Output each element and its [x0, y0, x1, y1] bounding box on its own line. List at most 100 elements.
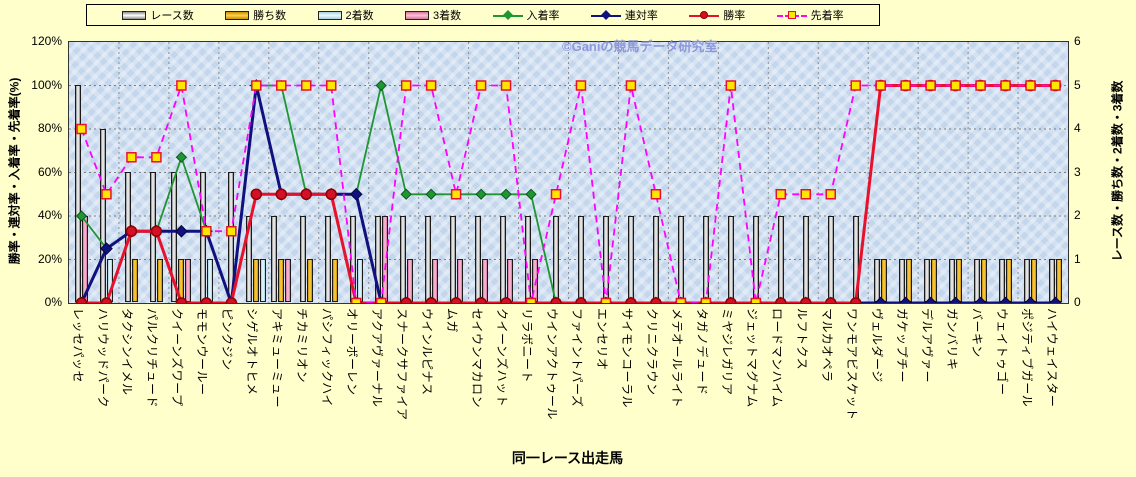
diamond-marker	[500, 188, 512, 200]
x-label-34: デルアヴァー	[919, 308, 934, 384]
x-label-29: ルフトクス	[794, 308, 809, 371]
x-label-23: クリニクラウン	[644, 308, 659, 396]
x-label-38: ポジティブガール	[1019, 308, 1034, 408]
x-label-22: サイモンコーラル	[619, 308, 634, 409]
x-label-21: エンセリオ	[595, 308, 609, 371]
square-marker	[900, 80, 911, 91]
circle-marker	[725, 297, 737, 303]
square-marker	[975, 80, 986, 91]
circle-marker	[800, 297, 812, 303]
circle-marker	[225, 297, 238, 303]
x-label-31: ワンモアビスケット	[844, 308, 859, 421]
diamond-marker	[425, 188, 437, 200]
circle-marker	[450, 297, 462, 303]
square-marker	[1050, 80, 1061, 91]
x-label-24: メテオールライト	[669, 308, 684, 409]
square-marker	[325, 80, 337, 91]
x-label-11: オリーボーレン	[345, 308, 360, 396]
right-tick-4: 4	[1074, 121, 1081, 135]
circle-marker	[575, 297, 587, 303]
square-marker	[1025, 80, 1036, 91]
x-label-17: クイーンズハット	[495, 308, 510, 408]
bar-white-cat9	[299, 216, 306, 302]
circle-marker	[550, 297, 562, 303]
left-tick-0%: 0%	[44, 295, 62, 309]
square-marker	[750, 297, 762, 303]
diamond-marker	[400, 188, 412, 200]
bar-white-cat7	[246, 216, 253, 302]
diamond-marker	[949, 296, 962, 303]
line-series-3	[80, 84, 1056, 303]
square-marker	[700, 297, 712, 303]
diamond-marker	[999, 296, 1012, 303]
square-marker	[850, 80, 861, 91]
square-marker	[600, 297, 612, 303]
legend-item-0: レース数	[122, 7, 194, 23]
right-tick-0: 0	[1074, 295, 1081, 309]
bar-gold-cat7	[253, 259, 260, 302]
x-label-30: マルカオペラ	[819, 308, 834, 383]
left-tick-20%: 20%	[37, 251, 62, 266]
circle-marker	[625, 297, 637, 303]
legend-label: 勝ち数	[253, 10, 287, 22]
navy-diamond-line-icon	[590, 10, 621, 21]
bar-gold-cat9	[306, 259, 313, 302]
x-label-6: ピンクジン	[220, 308, 235, 371]
diamond-marker	[75, 210, 88, 222]
square-marker	[475, 80, 487, 91]
legend-item-1: 勝ち数	[225, 7, 286, 23]
diamond-marker	[1024, 296, 1037, 303]
x-label-1: ハリウッドパーク	[95, 308, 110, 409]
bar-white-cat8	[271, 216, 278, 302]
line-series-2	[81, 84, 1056, 303]
x-label-4: クイーンズワープ	[170, 308, 185, 407]
circle-marker	[75, 297, 88, 303]
legend-item-4: 入着率	[492, 7, 560, 23]
x-label-14: ウインルピナス	[420, 308, 435, 396]
bar-white-cat10	[324, 216, 331, 302]
line-series-0	[80, 84, 1056, 303]
x-label-35: ガンバリキ	[944, 308, 959, 371]
diamond-marker	[874, 296, 888, 303]
diamond-marker	[349, 187, 363, 201]
x-label-7: シゲルオトヒメ	[245, 308, 260, 396]
legend-swatch-gold-bar	[225, 10, 250, 20]
left-tick-100%: 100%	[31, 77, 62, 92]
left-tick-60%: 60%	[37, 164, 62, 179]
circle-marker	[775, 297, 787, 303]
circle-marker	[824, 297, 837, 303]
x-label-2: タクシンイメル	[120, 308, 135, 396]
x-label-27: ジェットマグナム	[744, 308, 759, 408]
bar-pink-cat8	[285, 259, 292, 302]
x-label-5: モモンウールー	[195, 308, 210, 396]
legend-label: 先着率	[810, 10, 844, 22]
legend-item-7: 先着率	[776, 7, 844, 23]
right-axis-title: レース数・勝ち数・2着数・3着数	[1110, 80, 1125, 262]
x-label-28: ロードマンハイム	[769, 308, 784, 408]
plot-area	[68, 41, 1069, 304]
square-marker	[1000, 80, 1011, 91]
x-label-25: タガノデュード	[694, 308, 709, 396]
square-marker	[76, 123, 87, 135]
legend-item-3: 3着数	[405, 7, 461, 23]
circle-marker	[200, 297, 213, 303]
circle-marker	[650, 297, 662, 303]
square-marker	[925, 80, 936, 91]
circle-marker	[425, 297, 437, 303]
x-label-9: チカミリオン	[295, 308, 310, 384]
legend-swatch-pink-bar	[405, 10, 430, 20]
x-label-10: パシフィックハイ	[320, 308, 335, 407]
square-marker	[525, 297, 537, 303]
square-marker	[375, 297, 387, 303]
diamond-marker	[100, 242, 113, 255]
x-label-32: ヴェルダージ	[869, 308, 884, 383]
left-tick-80%: 80%	[37, 121, 62, 135]
x-label-3: パルクリチュード	[145, 308, 160, 409]
square-marker	[575, 80, 587, 91]
circle-marker	[325, 188, 337, 200]
x-label-12: アクアヴァーナル	[370, 308, 385, 408]
square-marker	[450, 189, 462, 200]
diamond-marker	[1049, 296, 1062, 303]
diamond-marker	[974, 296, 987, 303]
